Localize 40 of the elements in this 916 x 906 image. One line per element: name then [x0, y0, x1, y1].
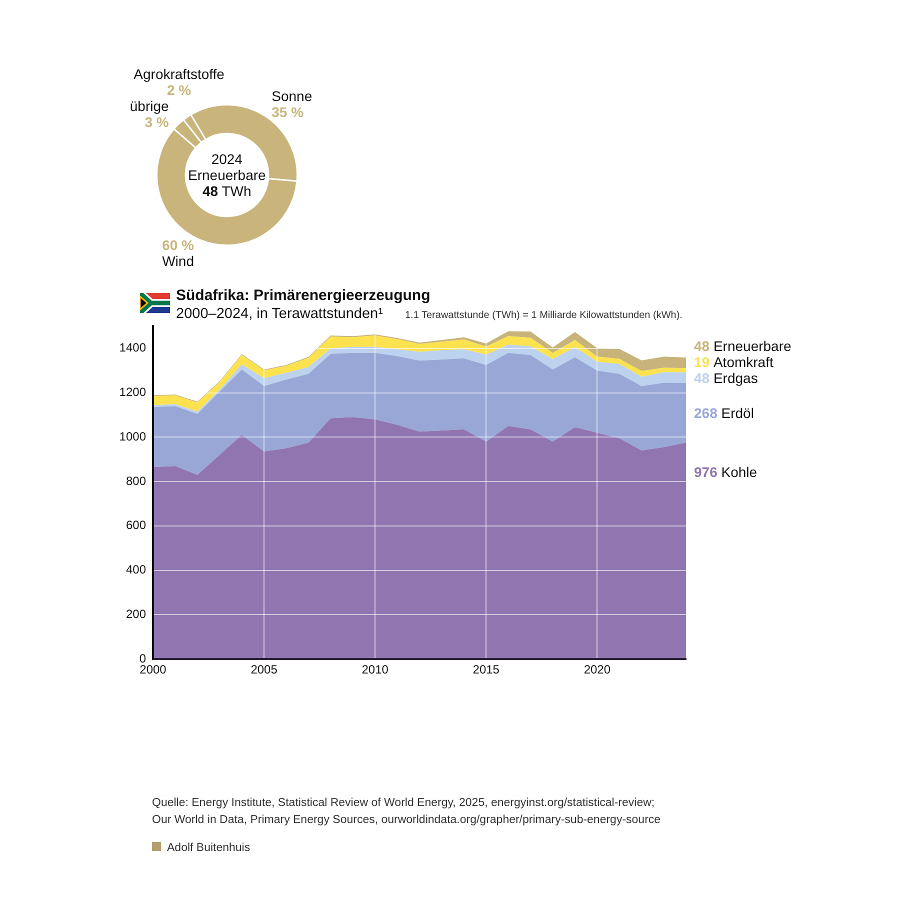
chart-subtitle: 2000–2024, in Terawattstunden¹ [176, 305, 383, 323]
series-label: Atomkraft [713, 354, 774, 370]
text: Adolf Buitenhuis [167, 842, 250, 854]
text: Erdöl [721, 404, 754, 421]
series-label: Erneuerbare [713, 338, 792, 354]
data-label: 3 % [144, 114, 169, 130]
y-tick-label: 800 [126, 474, 146, 488]
data-label: 60 % [162, 236, 194, 253]
y-tick-label: 200 [126, 606, 146, 621]
text: Erneuerbare [188, 167, 266, 183]
text: 48 TWh [202, 183, 252, 199]
y-tick-label: 1200 [119, 385, 146, 400]
x-tick-label: 2020 [584, 662, 611, 677]
slice-label: Agrokraftstoffe [134, 66, 224, 82]
slice-label: Sonne [272, 88, 312, 104]
chart-title: Südafrika: Primärenergieerzeugung [176, 287, 430, 305]
y-tick-label: 600 [126, 518, 146, 532]
data-label: 19 [694, 354, 711, 370]
data-label: 48 [694, 338, 711, 354]
x-tick-label: 2000 [140, 662, 167, 677]
x-tick-label: 2005 [250, 662, 278, 677]
y-tick-label: 1400 [119, 340, 146, 355]
series-label: Erdgas [713, 370, 758, 386]
y-tick-label: 0 [139, 651, 146, 666]
data-label: 2 % [166, 82, 192, 98]
data-label: 35 % [272, 104, 305, 120]
data-label: 48 [694, 370, 711, 386]
source-note: Quelle: Energy Institute, Statistical Review of World Energy, 2025, energyinst.org/statistical-review; [152, 796, 655, 811]
data-label: 268 [694, 404, 718, 421]
data-label: 976 [694, 464, 718, 480]
y-tick-label: 1000 [119, 429, 146, 444]
text: Our World in Data, Primary Energy Sources, ourworldindata.org/grapher/primary-sub-energy-source [152, 813, 661, 828]
slice-label: Wind [162, 252, 194, 269]
y-tick-label: 400 [126, 562, 146, 577]
x-tick-label: 2010 [362, 662, 389, 677]
text: 1.1 Terawattstunde (TWh) = 1 Milliarde Kilowattstunden (kWh). [405, 310, 682, 322]
text: Kohle [721, 464, 758, 480]
text: 2024 [210, 151, 244, 167]
x-tick-label: 2015 [472, 662, 500, 677]
slice-label: übrige [130, 98, 169, 114]
